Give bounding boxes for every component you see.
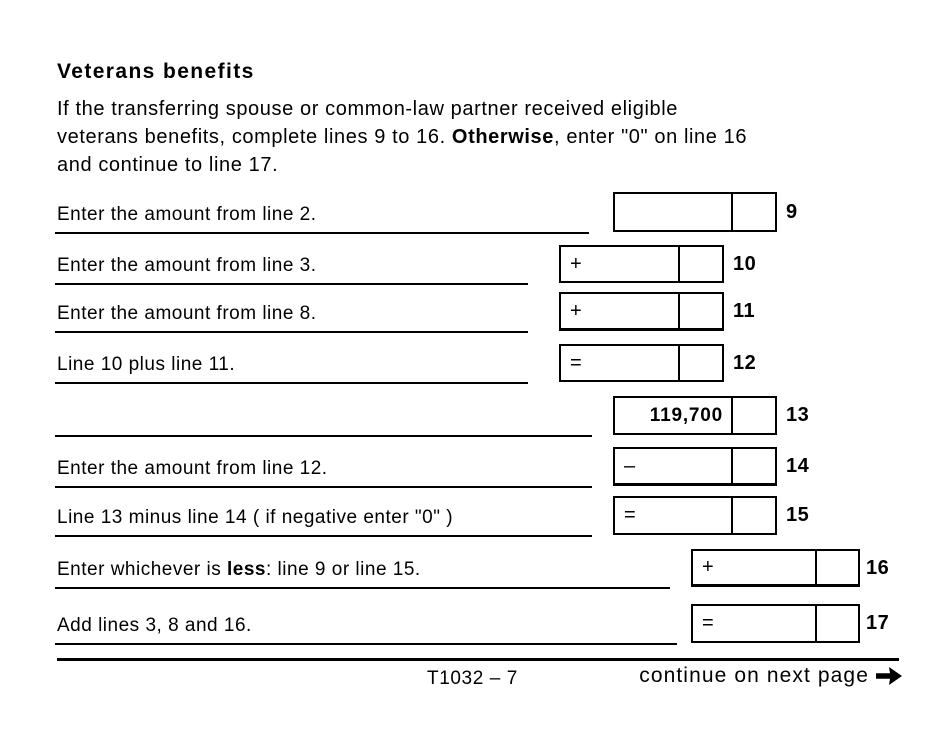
label-underline <box>55 587 670 589</box>
row-label: Enter the amount from line 8. <box>57 303 317 324</box>
form-row-line-9: Enter the amount from line 2. 9 <box>0 192 950 234</box>
label-underline <box>55 283 528 285</box>
amount-value <box>615 449 723 483</box>
row-label: Line 10 plus line 11. <box>57 354 236 375</box>
line-number: 11 <box>733 300 756 322</box>
cents-cell[interactable] <box>731 194 775 230</box>
operator: = <box>702 612 715 634</box>
line-number: 13 <box>786 404 810 426</box>
line-number: 14 <box>786 455 810 477</box>
operator: = <box>624 504 637 526</box>
cents-cell[interactable] <box>815 551 858 584</box>
intro-paragraph: If the transferring spouse or common-law… <box>57 95 747 179</box>
operator: = <box>570 351 583 374</box>
line-number: 15 <box>786 504 810 526</box>
intro-line-3: and continue to line 17. <box>57 154 279 176</box>
amount-box-line-11[interactable]: + <box>559 292 724 331</box>
label-underline <box>55 435 592 437</box>
amount-box-line-9[interactable] <box>613 192 777 232</box>
cents-cell[interactable] <box>678 294 722 328</box>
cents-cell[interactable] <box>731 498 775 533</box>
form-row-line-13: 119,700 13 <box>0 396 950 437</box>
line-number: 9 <box>786 200 798 223</box>
amount-box-line-17[interactable]: = <box>691 604 860 643</box>
label-underline <box>55 232 589 234</box>
row-label: Enter the amount from line 12. <box>57 458 328 479</box>
amount-value: 119,700 <box>649 404 723 426</box>
line-number: 10 <box>733 252 757 275</box>
cents-cell[interactable] <box>731 398 775 433</box>
operator: + <box>570 299 583 322</box>
line-number: 16 <box>866 556 890 579</box>
operator: – <box>624 454 636 477</box>
amount-value <box>615 194 723 230</box>
amount-value <box>561 346 670 380</box>
cents-cell[interactable] <box>731 449 775 483</box>
row-label: Enter whichever is less: line 9 or line … <box>57 559 421 580</box>
amount-box-line-15[interactable]: = <box>613 496 777 535</box>
right-arrow-icon <box>876 667 902 685</box>
operator: + <box>570 252 583 275</box>
form-row-line-16: Enter whichever is less: line 9 or line … <box>0 549 950 589</box>
operator: + <box>702 556 715 578</box>
amount-box-line-12[interactable]: = <box>559 344 724 382</box>
continue-text: continue on next page <box>639 664 869 687</box>
label-underline <box>55 486 592 488</box>
row-label: Enter the amount from line 3. <box>57 255 317 276</box>
label-underline <box>55 331 528 333</box>
form-row-line-15: Line 13 minus line 14 ( if negative ente… <box>0 496 950 537</box>
amount-box-line-16[interactable]: + <box>691 549 860 587</box>
form-row-line-12: Line 10 plus line 11. = 12 <box>0 344 950 384</box>
form-row-line-14: Enter the amount from line 12. – 14 <box>0 447 950 488</box>
amount-value <box>693 551 806 584</box>
amount-value <box>561 247 670 281</box>
label-underline <box>55 535 592 537</box>
label-underline <box>55 382 528 384</box>
section-bottom-rule <box>57 658 899 661</box>
form-row-line-17: Add lines 3, 8 and 16. = 17 <box>0 604 950 645</box>
line-number: 17 <box>866 612 890 634</box>
footer-continue: continue on next page <box>639 664 903 688</box>
row-label: Add lines 3, 8 and 16. <box>57 615 252 636</box>
row-label: Enter the amount from line 2. <box>57 204 317 225</box>
intro-line-1: If the transferring spouse or common-law… <box>57 98 678 120</box>
cents-cell[interactable] <box>815 606 858 641</box>
amount-box-line-10[interactable]: + <box>559 245 724 283</box>
form-row-line-10: Enter the amount from line 3. + 10 <box>0 245 950 285</box>
amount-box-line-13[interactable]: 119,700 <box>613 396 777 435</box>
footer-form-code: T1032 – 7 <box>427 668 518 689</box>
amount-box-line-14[interactable]: – <box>613 447 777 486</box>
cents-cell[interactable] <box>678 247 722 281</box>
row-label: Line 13 minus line 14 ( if negative ente… <box>57 507 454 528</box>
intro-line-2: veterans benefits, complete lines 9 to 1… <box>57 126 748 148</box>
amount-value <box>615 498 723 533</box>
amount-value <box>561 294 670 328</box>
line-number: 12 <box>733 351 757 374</box>
label-underline <box>55 643 677 645</box>
form-row-line-11: Enter the amount from line 8. + 11 <box>0 292 950 333</box>
section-title: Veterans benefits <box>57 60 255 83</box>
cents-cell[interactable] <box>678 346 722 380</box>
amount-value <box>693 606 806 641</box>
